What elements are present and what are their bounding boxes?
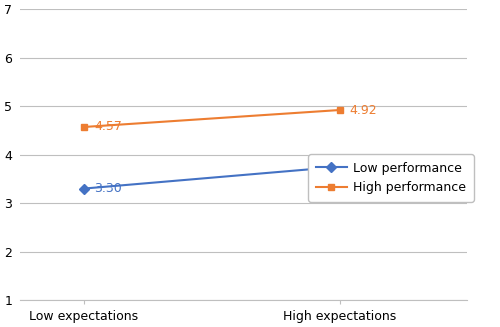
Low performance	[81, 187, 87, 191]
Line: Low performance: Low performance	[80, 163, 343, 192]
Legend: Low performance, High performance: Low performance, High performance	[308, 154, 474, 201]
Low performance	[336, 165, 342, 169]
Line: High performance: High performance	[80, 107, 343, 130]
Text: 3.30: 3.30	[94, 182, 122, 195]
Text: 4.92: 4.92	[350, 104, 378, 116]
High performance	[336, 108, 342, 112]
Text: 3.75: 3.75	[350, 160, 378, 173]
High performance	[81, 125, 87, 129]
Text: 4.57: 4.57	[94, 120, 122, 133]
